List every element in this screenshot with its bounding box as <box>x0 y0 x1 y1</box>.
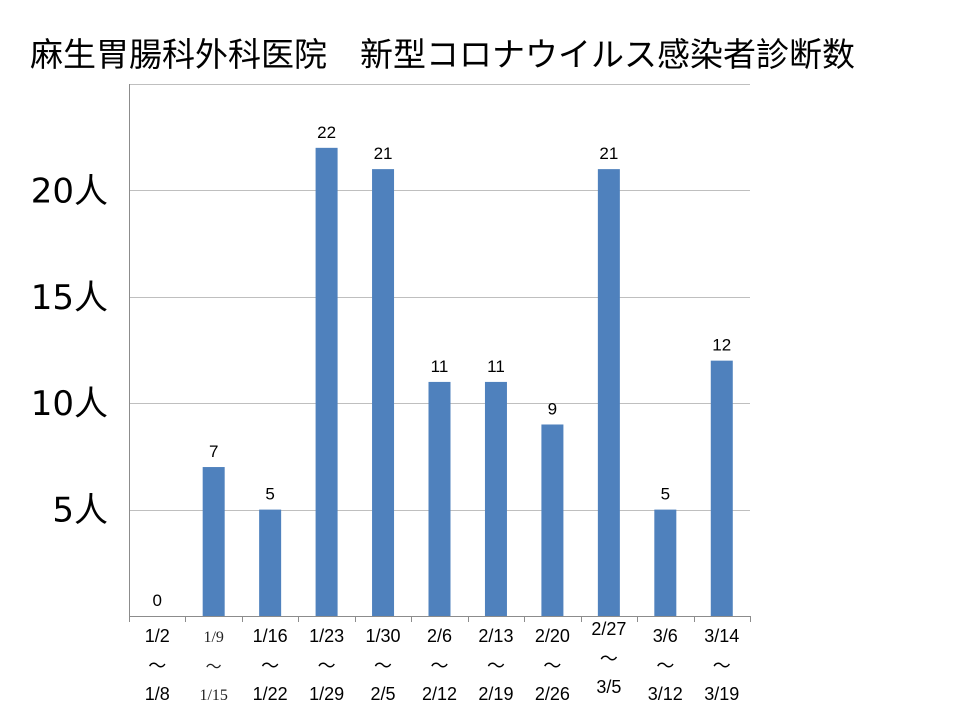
x-label-start: 2/6 <box>427 626 452 646</box>
bar <box>372 169 395 616</box>
x-label-end: 3/5 <box>596 677 621 697</box>
bar <box>710 360 733 616</box>
x-label-separator: ～ <box>431 656 449 676</box>
bar <box>202 467 225 616</box>
y-tick-label: 20人 <box>31 171 108 211</box>
x-label-end: 1/15 <box>199 687 227 704</box>
data-label: 21 <box>599 144 618 163</box>
x-label-end: 2/5 <box>371 684 396 704</box>
x-label-separator: ～ <box>487 656 505 676</box>
data-label: 11 <box>487 357 505 376</box>
y-tick-label: 15人 <box>31 278 108 318</box>
bar <box>259 509 282 616</box>
x-label-separator: ～ <box>374 656 392 676</box>
x-label-end: 1/29 <box>309 684 344 704</box>
x-label-start: 1/30 <box>366 626 401 646</box>
data-label: 5 <box>265 485 274 504</box>
x-label-start: 2/27 <box>591 619 626 639</box>
x-label-start: 1/16 <box>253 626 288 646</box>
bar <box>428 381 451 616</box>
x-label-separator: ～ <box>148 656 166 676</box>
data-label: 7 <box>209 442 218 461</box>
x-label-separator: ～ <box>656 656 674 676</box>
x-label-end: 3/19 <box>704 684 739 704</box>
x-label-start: 1/2 <box>145 626 170 646</box>
x-label-end: 2/19 <box>478 684 513 704</box>
x-label-end: 2/26 <box>535 684 570 704</box>
chart-title: 麻生胃腸科外科医院 新型コロナウイルス感染者診断数 <box>30 35 855 74</box>
x-label-start: 3/14 <box>704 626 739 646</box>
data-label: 0 <box>152 591 161 610</box>
x-label-end: 3/12 <box>648 684 683 704</box>
x-label-separator: ～ <box>600 649 618 669</box>
bar <box>654 509 677 616</box>
x-label-start: 3/6 <box>653 626 678 646</box>
data-label: 12 <box>712 336 731 355</box>
bar <box>541 424 564 616</box>
x-label-separator: ～ <box>713 656 731 676</box>
data-label: 9 <box>548 399 557 418</box>
bar <box>597 169 620 616</box>
data-label: 11 <box>431 357 449 376</box>
y-tick-label: 10人 <box>31 384 108 424</box>
x-label-separator: ～ <box>543 656 561 676</box>
x-label-separator: ～ <box>206 659 222 676</box>
x-label-start: 2/20 <box>535 626 570 646</box>
x-label-end: 1/22 <box>253 684 288 704</box>
x-label-separator: ～ <box>318 656 336 676</box>
x-label-end: 2/12 <box>422 684 457 704</box>
data-label: 22 <box>317 123 336 142</box>
data-label: 5 <box>661 485 670 504</box>
x-label-end: 1/8 <box>145 684 170 704</box>
bar <box>484 381 507 616</box>
data-label: 21 <box>374 144 393 163</box>
x-label-start: 1/9 <box>203 629 223 646</box>
bar <box>315 147 338 616</box>
x-label-start: 1/23 <box>309 626 344 646</box>
x-label-separator: ～ <box>261 656 279 676</box>
y-tick-label: 5人 <box>52 491 108 531</box>
x-label-start: 2/13 <box>478 626 513 646</box>
